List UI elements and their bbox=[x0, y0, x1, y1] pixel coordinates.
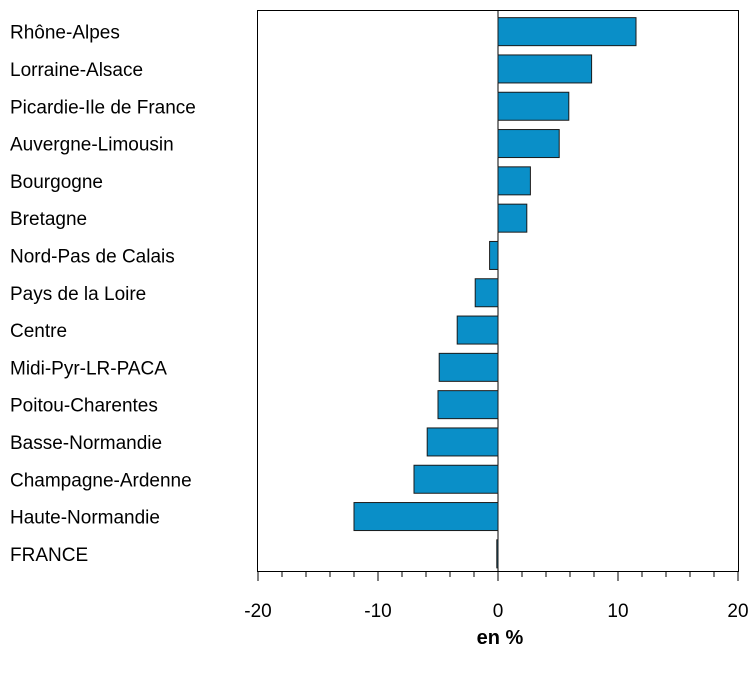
bar bbox=[496, 539, 499, 569]
category-label: Auvergne-Limousin bbox=[10, 135, 174, 156]
bar bbox=[413, 464, 499, 494]
category-label: Poitou-Charentes bbox=[10, 396, 158, 417]
bar bbox=[497, 203, 528, 233]
category-label: FRANCE bbox=[10, 545, 88, 566]
bar bbox=[497, 166, 531, 196]
x-tick-label: -10 bbox=[364, 601, 391, 622]
category-label: Pays de la Loire bbox=[10, 284, 146, 305]
bar bbox=[456, 315, 499, 345]
x-axis-title: en % bbox=[477, 627, 524, 649]
bar bbox=[474, 278, 499, 308]
x-tick-label: 20 bbox=[727, 601, 748, 622]
bar bbox=[353, 502, 499, 532]
bars-group bbox=[353, 17, 637, 569]
bar bbox=[438, 352, 499, 382]
x-axis: -20 -10 0 10 20 bbox=[244, 571, 749, 622]
category-label: Centre bbox=[10, 321, 67, 342]
category-label: Basse-Normandie bbox=[10, 433, 162, 454]
bar bbox=[497, 54, 593, 84]
bar bbox=[497, 91, 570, 121]
bar bbox=[497, 129, 560, 159]
category-labels: Rhône-Alpes Lorraine-Alsace Picardie-Ile d… bbox=[10, 23, 196, 566]
x-tick-label: 10 bbox=[607, 601, 628, 622]
category-label: Haute-Normandie bbox=[10, 508, 160, 529]
x-tick-label: 0 bbox=[493, 601, 504, 622]
bar bbox=[497, 17, 637, 47]
category-label: Bretagne bbox=[10, 209, 87, 230]
category-label: Champagne-Ardenne bbox=[10, 470, 192, 491]
category-label: Picardie-Ile de France bbox=[10, 97, 196, 118]
bar bbox=[437, 390, 499, 420]
category-label: Midi-Pyr-LR-PACA bbox=[10, 358, 167, 379]
x-tick-label: -20 bbox=[244, 601, 271, 622]
category-label: Lorraine-Alsace bbox=[10, 60, 143, 81]
bar bbox=[426, 427, 499, 457]
category-label: Bourgogne bbox=[10, 172, 103, 193]
category-label: Rhône-Alpes bbox=[10, 23, 120, 44]
category-label: Nord-Pas de Calais bbox=[10, 246, 175, 267]
bar bbox=[489, 240, 499, 270]
